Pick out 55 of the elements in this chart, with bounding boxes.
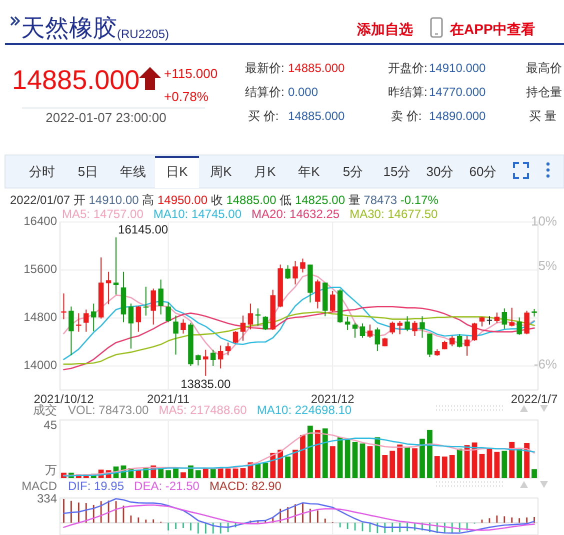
text: 最新价:: [245, 61, 284, 75]
text: 15分: [383, 164, 411, 179]
y-tick-label: 15600: [24, 262, 58, 276]
text: 周K: [210, 164, 232, 179]
y-tick-label: 14000: [24, 358, 58, 372]
x-tick-label: 2021/12: [310, 392, 355, 406]
text: 30分: [426, 164, 454, 179]
text: 持仓量: [526, 85, 562, 99]
text: 在APP中查看: [449, 21, 535, 37]
legend: MA5: 14757.00 MA10: 14745.00 MA20: 14632.25 MA30: 14677.50: [62, 207, 438, 221]
text: +115.000: [164, 66, 218, 81]
text: 买 量: [529, 109, 556, 123]
text: 昨结算:: [388, 85, 428, 99]
y-axis-title: MACD: [22, 479, 58, 493]
text: 最高价: [526, 61, 562, 75]
y-tick-label: 14800: [24, 310, 58, 324]
x-tick-label: 2022/1/7: [510, 392, 558, 406]
text: 结算价:: [245, 85, 284, 99]
text: 日K: [166, 164, 188, 179]
text: 天然橡胶: [21, 15, 117, 42]
legend: VOL: 78473.00 MA5: 217488.60 MA10: 224698.10: [68, 403, 352, 417]
y2-tick-label: -6%: [534, 356, 558, 372]
text: 14770.000: [429, 85, 486, 99]
chart-title: 2022/01/07 开 14910.00 高 14950.00 收 14885.00 低 14825.00 量 78473 -0.17%: [10, 193, 438, 207]
text: 卖 价:: [391, 109, 422, 123]
text: +0.78%: [164, 89, 209, 104]
legend: DIF: 19.95 DEA: -21.50 MACD: 82.90: [68, 479, 282, 493]
text: 开盘价:: [388, 61, 428, 75]
text: 5日: [78, 164, 98, 179]
text: 5分: [342, 164, 364, 179]
text: 14885.000: [288, 61, 346, 75]
text: 60分: [469, 164, 497, 179]
text: 14885.000: [12, 65, 140, 95]
text: 334: [36, 491, 58, 506]
y2-tick-label: 5%: [538, 258, 558, 274]
text: 年K: [298, 164, 320, 179]
text: 添加自选: [356, 21, 413, 37]
text: 2022-01-07 23:00:00: [46, 110, 166, 125]
y-axis-title: 成交: [33, 403, 57, 417]
text: 45: [44, 418, 58, 432]
text: 万: [45, 463, 57, 478]
text: 买 价:: [248, 109, 279, 123]
text: 0.000: [288, 85, 318, 99]
text: 年线: [120, 164, 146, 179]
text: 14910.000: [429, 61, 486, 75]
y2-tick-label: 10%: [530, 213, 558, 228]
text: 14890.000: [429, 109, 486, 123]
text: 分时: [29, 164, 55, 179]
text: 月K: [254, 164, 276, 179]
text: (RU2205): [117, 27, 170, 41]
annotation: 16145.00: [118, 222, 168, 236]
annotation: 13835.00: [180, 376, 231, 391]
text: 14885.000: [288, 109, 346, 123]
x-tick-label: 2021/11: [147, 392, 190, 406]
y-tick-label: 16400: [24, 214, 58, 228]
